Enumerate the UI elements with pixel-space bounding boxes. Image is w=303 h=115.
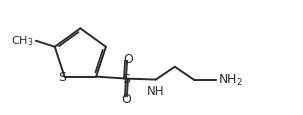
Text: NH$_2$: NH$_2$ — [218, 72, 242, 87]
Text: O: O — [121, 92, 131, 105]
Text: S: S — [122, 72, 130, 85]
Text: NH: NH — [147, 84, 165, 97]
Text: S: S — [58, 70, 67, 83]
Text: CH$_3$: CH$_3$ — [11, 33, 34, 47]
Text: O: O — [123, 53, 133, 66]
